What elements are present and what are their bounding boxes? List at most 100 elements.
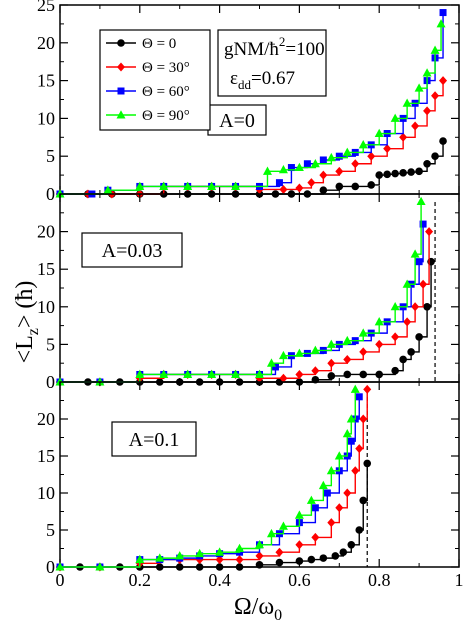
data-point xyxy=(334,451,344,460)
annotation-label: A=0.1 xyxy=(129,429,180,451)
data-point xyxy=(342,147,352,156)
data-point xyxy=(350,384,360,393)
series-line xyxy=(60,463,368,568)
y-tick-label: 5 xyxy=(46,520,55,540)
data-point xyxy=(347,437,355,445)
legend-entry-0: Θ = 0 xyxy=(106,36,176,52)
data-point xyxy=(275,547,284,557)
series-3 xyxy=(55,196,426,386)
annotation-box xyxy=(207,104,267,136)
data-point xyxy=(343,354,352,364)
y-tick-label: 0 xyxy=(46,372,55,392)
param-gnm: gNM/ħ2=100 xyxy=(224,34,325,60)
y-tick-label: 15 xyxy=(37,446,55,466)
data-point xyxy=(319,186,328,195)
series-line xyxy=(60,389,356,568)
series-line xyxy=(60,201,422,383)
data-point xyxy=(231,369,241,378)
data-point xyxy=(359,414,368,424)
legend: Θ = 0 Θ = 30° Θ = 60° Θ = 90° xyxy=(99,29,211,131)
data-point xyxy=(207,181,217,190)
data-point xyxy=(255,369,264,378)
y-tick-label: 0 xyxy=(46,557,55,577)
data-point xyxy=(183,369,193,378)
data-point xyxy=(255,551,264,561)
x-tick-label: 1 xyxy=(455,570,463,590)
y-tick-label: 25 xyxy=(37,0,55,15)
legend-box xyxy=(99,29,211,131)
data-point xyxy=(326,339,336,348)
data-point xyxy=(375,171,384,179)
data-point xyxy=(436,19,446,28)
series-3 xyxy=(55,19,446,198)
data-point xyxy=(235,555,244,565)
x-tick-label: 0.4 xyxy=(208,570,231,590)
data-point xyxy=(279,184,288,194)
data-point xyxy=(335,152,343,160)
data-point xyxy=(175,551,185,560)
y-tick-label: 15 xyxy=(37,259,55,279)
data-point xyxy=(215,563,224,571)
data-point xyxy=(391,332,400,342)
data-point xyxy=(391,169,399,178)
data-point xyxy=(355,393,363,401)
data-point xyxy=(326,466,336,475)
data-point xyxy=(255,540,264,549)
data-point xyxy=(306,495,316,504)
x-tick-label: 0.6 xyxy=(288,570,311,590)
data-point xyxy=(351,159,360,169)
series-line xyxy=(60,261,432,383)
data-point xyxy=(195,563,204,571)
data-point xyxy=(351,466,360,476)
data-point xyxy=(278,165,288,174)
param-box-frame xyxy=(217,29,327,97)
data-point xyxy=(423,106,432,116)
annotation-label: A=0.03 xyxy=(102,240,163,262)
data-point xyxy=(410,249,420,258)
y-tick-label: 10 xyxy=(37,108,55,128)
data-point xyxy=(374,317,384,326)
data-point xyxy=(403,317,412,327)
data-point xyxy=(335,503,344,513)
data-point xyxy=(359,347,368,357)
legend-label: Θ = 90° xyxy=(142,108,190,124)
data-point xyxy=(278,350,288,360)
data-point xyxy=(327,358,336,368)
data-point xyxy=(415,167,423,176)
data-point xyxy=(415,258,423,266)
x-tick-label: 0 xyxy=(56,570,65,590)
data-point xyxy=(55,562,65,571)
data-point xyxy=(335,182,344,191)
data-point xyxy=(307,178,316,188)
panel-2: 0 5 10 15 20 0 0.2 0.4 0.6 0.8 1 A=0.1 xyxy=(37,381,463,590)
y-tick-label: 5 xyxy=(46,146,55,166)
x-tick-label: 0.2 xyxy=(129,570,152,590)
data-point xyxy=(319,156,327,164)
data-point xyxy=(295,557,304,565)
data-point xyxy=(355,526,364,534)
series-1 xyxy=(56,384,372,572)
data-point xyxy=(310,345,320,354)
data-point xyxy=(423,303,431,311)
data-point xyxy=(407,168,415,176)
data-point xyxy=(231,181,241,190)
data-point xyxy=(294,348,304,357)
legend-label: Θ = 0 xyxy=(142,36,176,52)
panel-1: 0 5 10 15 20 A=0.03 xyxy=(37,193,460,392)
data-point xyxy=(103,185,113,194)
data-point xyxy=(355,444,364,454)
legend-marker xyxy=(117,87,125,95)
data-point xyxy=(311,532,320,542)
data-point xyxy=(135,554,145,564)
legend-entry-2: Θ = 60° xyxy=(106,84,190,100)
data-point xyxy=(135,369,145,378)
data-point xyxy=(439,76,448,86)
data-point xyxy=(375,339,384,349)
data-point xyxy=(399,355,407,364)
data-point xyxy=(399,132,408,142)
data-point xyxy=(262,166,272,175)
data-point xyxy=(431,152,439,160)
data-point xyxy=(287,164,295,172)
data-point xyxy=(310,158,320,168)
data-point xyxy=(423,159,431,168)
